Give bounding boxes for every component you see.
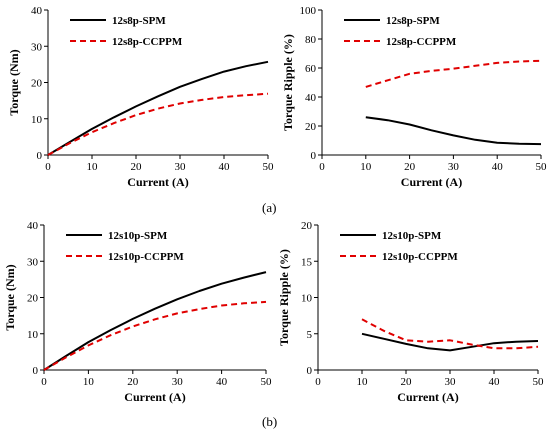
x-tick-label: 0 (319, 161, 325, 173)
x-tick-label: 30 (175, 161, 187, 173)
legend-label: 12s10p-CCPPM (382, 251, 458, 263)
x-tick-label: 10 (87, 161, 99, 173)
y-tick-label: 20 (305, 121, 317, 133)
x-tick-label: 20 (131, 161, 143, 173)
x-tick-label: 10 (357, 376, 369, 388)
chart-a-ripple: 0 10 20 30 40 50 0 20 40 60 80 100 Current (A) Torque… (281, 5, 547, 189)
x-tick-label: 40 (219, 161, 231, 173)
y-tick-label: 0 (311, 150, 317, 162)
legend-label: 12s8p-CCPPM (112, 36, 183, 48)
y-tick-label: 100 (300, 5, 317, 17)
caption-b: (b) (262, 414, 278, 429)
x-tick-label: 50 (536, 161, 548, 173)
y-tick-label: 0 (37, 150, 43, 162)
chart-b-ripple: 0 10 20 30 40 50 0 5 10 15 20 Current (A) Torque Rip… (277, 220, 544, 404)
y-tick-label: 30 (27, 256, 39, 268)
x-tick-label: 50 (261, 376, 273, 388)
series-line-ccppm (43, 300, 267, 371)
legend-label: 12s10p-SPM (382, 230, 442, 242)
x-tick-label: 10 (83, 376, 95, 388)
x-tick-label: 30 (448, 161, 460, 173)
y-tick-label: 15 (301, 256, 313, 268)
legend-label: 12s8p-CCPPM (386, 36, 457, 48)
y-tick-label: 0 (33, 365, 39, 377)
x-axis-label: Current (A) (124, 390, 185, 404)
x-tick-label: 30 (445, 376, 457, 388)
series-line-ccppm (365, 59, 542, 88)
y-tick-label: 5 (307, 329, 313, 341)
legend-label: 12s8p-SPM (386, 15, 440, 27)
y-tick-label: 10 (27, 329, 39, 341)
x-tick-label: 50 (263, 161, 275, 173)
series-line-spm (47, 60, 269, 156)
x-tick-label: 40 (489, 376, 501, 388)
y-tick-label: 40 (31, 5, 43, 17)
y-tick-label: 60 (305, 63, 317, 75)
x-tick-label: 20 (127, 376, 139, 388)
legend-label: 12s10p-SPM (108, 230, 168, 242)
x-tick-label: 50 (533, 376, 545, 388)
series-line-spm (361, 332, 539, 352)
y-tick-label: 80 (305, 34, 317, 46)
y-tick-label: 10 (301, 293, 313, 305)
y-axis-label: Torque (Nm) (3, 264, 17, 330)
legend-label: 12s10p-CCPPM (108, 251, 184, 263)
x-tick-label: 10 (360, 161, 372, 173)
x-axis-label: Current (A) (127, 175, 188, 189)
y-tick-label: 30 (31, 41, 43, 53)
x-tick-label: 0 (45, 161, 51, 173)
x-tick-label: 0 (41, 376, 47, 388)
y-tick-label: 20 (301, 220, 313, 232)
x-tick-label: 40 (492, 161, 504, 173)
series-line-spm (43, 271, 267, 371)
series-line-ccppm (361, 318, 539, 350)
x-tick-label: 30 (172, 376, 184, 388)
y-tick-label: 10 (31, 114, 43, 126)
y-tick-label: 0 (307, 365, 313, 377)
chart-a-torque: 0 10 20 30 40 50 0 10 20 30 40 Current (A) Torque (N… (7, 5, 274, 189)
x-axis-label: Current (A) (397, 390, 458, 404)
caption-a: (a) (262, 200, 277, 215)
y-tick-label: 20 (27, 293, 39, 305)
chart-b-torque: 0 10 20 30 40 50 0 10 20 30 40 Current (A) Torque (N… (3, 220, 272, 404)
y-axis-label: Torque (Nm) (7, 49, 21, 115)
x-tick-label: 20 (404, 161, 416, 173)
y-axis-label: Torque Ripple (%) (281, 34, 295, 131)
x-tick-label: 20 (401, 376, 413, 388)
x-tick-label: 40 (216, 376, 228, 388)
y-tick-label: 20 (31, 78, 43, 90)
y-tick-label: 40 (27, 220, 39, 232)
legend-label: 12s8p-SPM (112, 15, 166, 27)
x-tick-label: 0 (315, 376, 321, 388)
y-tick-label: 40 (305, 92, 317, 104)
series-line-ccppm (47, 92, 269, 156)
series-line-spm (365, 116, 542, 146)
y-axis-label: Torque Ripple (%) (277, 249, 291, 346)
x-axis-label: Current (A) (401, 175, 462, 189)
